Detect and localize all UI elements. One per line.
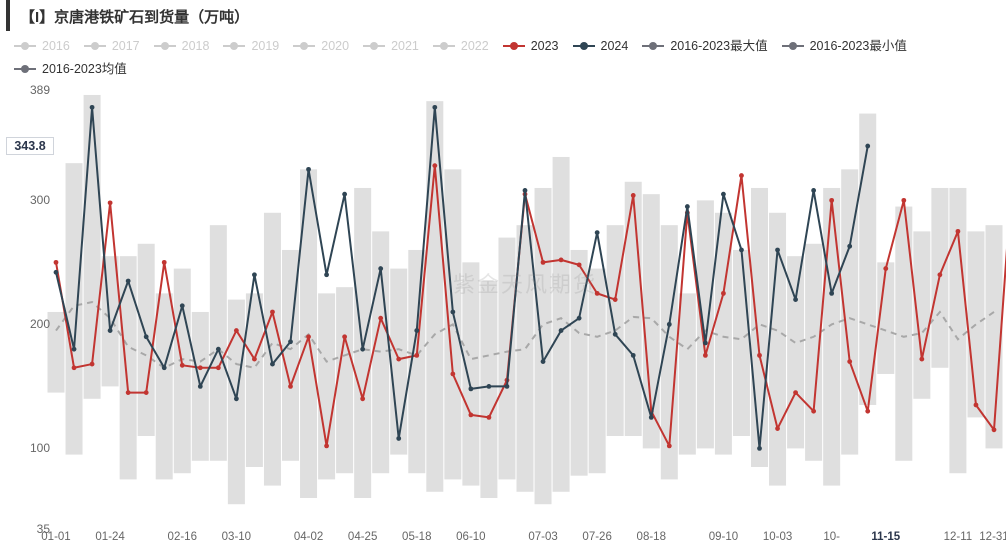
legend-marker — [642, 41, 664, 51]
legend-item-2019[interactable]: 2019 — [223, 35, 279, 57]
legend-label: 2018 — [182, 35, 210, 57]
x-tick-label: 10- — [823, 531, 840, 543]
x-tick-label: 05-18 — [402, 531, 431, 543]
legend-marker — [363, 41, 385, 51]
y-tick-label: 300 — [0, 193, 50, 207]
legend-label: 2022 — [461, 35, 489, 57]
y-tick-label: 200 — [0, 317, 50, 331]
chart-title: 【I】京唐港铁矿石到货量（万吨） — [6, 0, 1006, 31]
x-tick-label: 03-10 — [222, 531, 251, 543]
legend-label: 2020 — [321, 35, 349, 57]
legend-label: 2017 — [112, 35, 140, 57]
plot-area: 紫金天风期货 — [56, 90, 994, 529]
legend-marker — [782, 41, 804, 51]
y-tick-label: 35 — [0, 522, 50, 536]
legend-marker — [573, 41, 595, 51]
legend-item-2016[interactable]: 2016 — [14, 35, 70, 57]
legend-item-2016-2023最小值[interactable]: 2016-2023最小值 — [782, 35, 907, 57]
legend-marker — [84, 41, 106, 51]
legend-item-2018[interactable]: 2018 — [154, 35, 210, 57]
x-tick-label: 08-18 — [637, 531, 666, 543]
legend-marker — [433, 41, 455, 51]
legend-item-2016-2023均值[interactable]: 2016-2023均值 — [14, 58, 127, 80]
x-tick-label: 04-25 — [348, 531, 377, 543]
legend-label: 2019 — [251, 35, 279, 57]
legend-marker — [154, 41, 176, 51]
legend-item-2023[interactable]: 2023 — [503, 35, 559, 57]
y-tick-label: 100 — [0, 441, 50, 455]
y-callout-value: 343.8 — [6, 137, 54, 155]
legend-label: 2023 — [531, 35, 559, 57]
legend: 2016 2017 2018 2019 2020 2021 2022 2023 2024 2016… — [0, 31, 1006, 83]
x-axis: 01-0101-2402-1603-1004-0204-2505-1806-10… — [56, 531, 994, 549]
legend-item-2022[interactable]: 2022 — [433, 35, 489, 57]
x-tick-label: 01-24 — [95, 531, 124, 543]
legend-marker — [223, 41, 245, 51]
legend-label: 2024 — [601, 35, 629, 57]
legend-label: 2021 — [391, 35, 419, 57]
x-tick-label: 11-15 — [871, 531, 900, 543]
legend-item-2017[interactable]: 2017 — [84, 35, 140, 57]
x-tick-label: 09-10 — [709, 531, 738, 543]
legend-label: 2016-2023均值 — [42, 58, 127, 80]
x-tick-label: 06-10 — [456, 531, 485, 543]
y-tick-label: 389 — [0, 83, 50, 97]
legend-marker — [14, 41, 36, 51]
plot-svg — [56, 90, 994, 529]
x-tick-label: 10-03 — [763, 531, 792, 543]
legend-label: 2016-2023最小值 — [810, 35, 907, 57]
chart-container: 【I】京唐港铁矿石到货量（万吨） 2016 2017 2018 2019 2020 202… — [0, 0, 1006, 555]
x-tick-label: 12-11 — [944, 531, 973, 543]
legend-item-2020[interactable]: 2020 — [293, 35, 349, 57]
x-tick-label: 07-03 — [528, 531, 557, 543]
legend-item-2016-2023最大值[interactable]: 2016-2023最大值 — [642, 35, 767, 57]
legend-marker — [503, 41, 525, 51]
legend-marker — [14, 64, 36, 74]
legend-item-2021[interactable]: 2021 — [363, 35, 419, 57]
legend-label: 2016-2023最大值 — [670, 35, 767, 57]
x-tick-label: 12-31 — [979, 531, 1006, 543]
legend-item-2024[interactable]: 2024 — [573, 35, 629, 57]
legend-marker — [293, 41, 315, 51]
x-tick-label: 07-26 — [582, 531, 611, 543]
x-tick-label: 02-16 — [168, 531, 197, 543]
x-tick-label: 04-02 — [294, 531, 323, 543]
range-band — [48, 95, 1003, 504]
legend-label: 2016 — [42, 35, 70, 57]
